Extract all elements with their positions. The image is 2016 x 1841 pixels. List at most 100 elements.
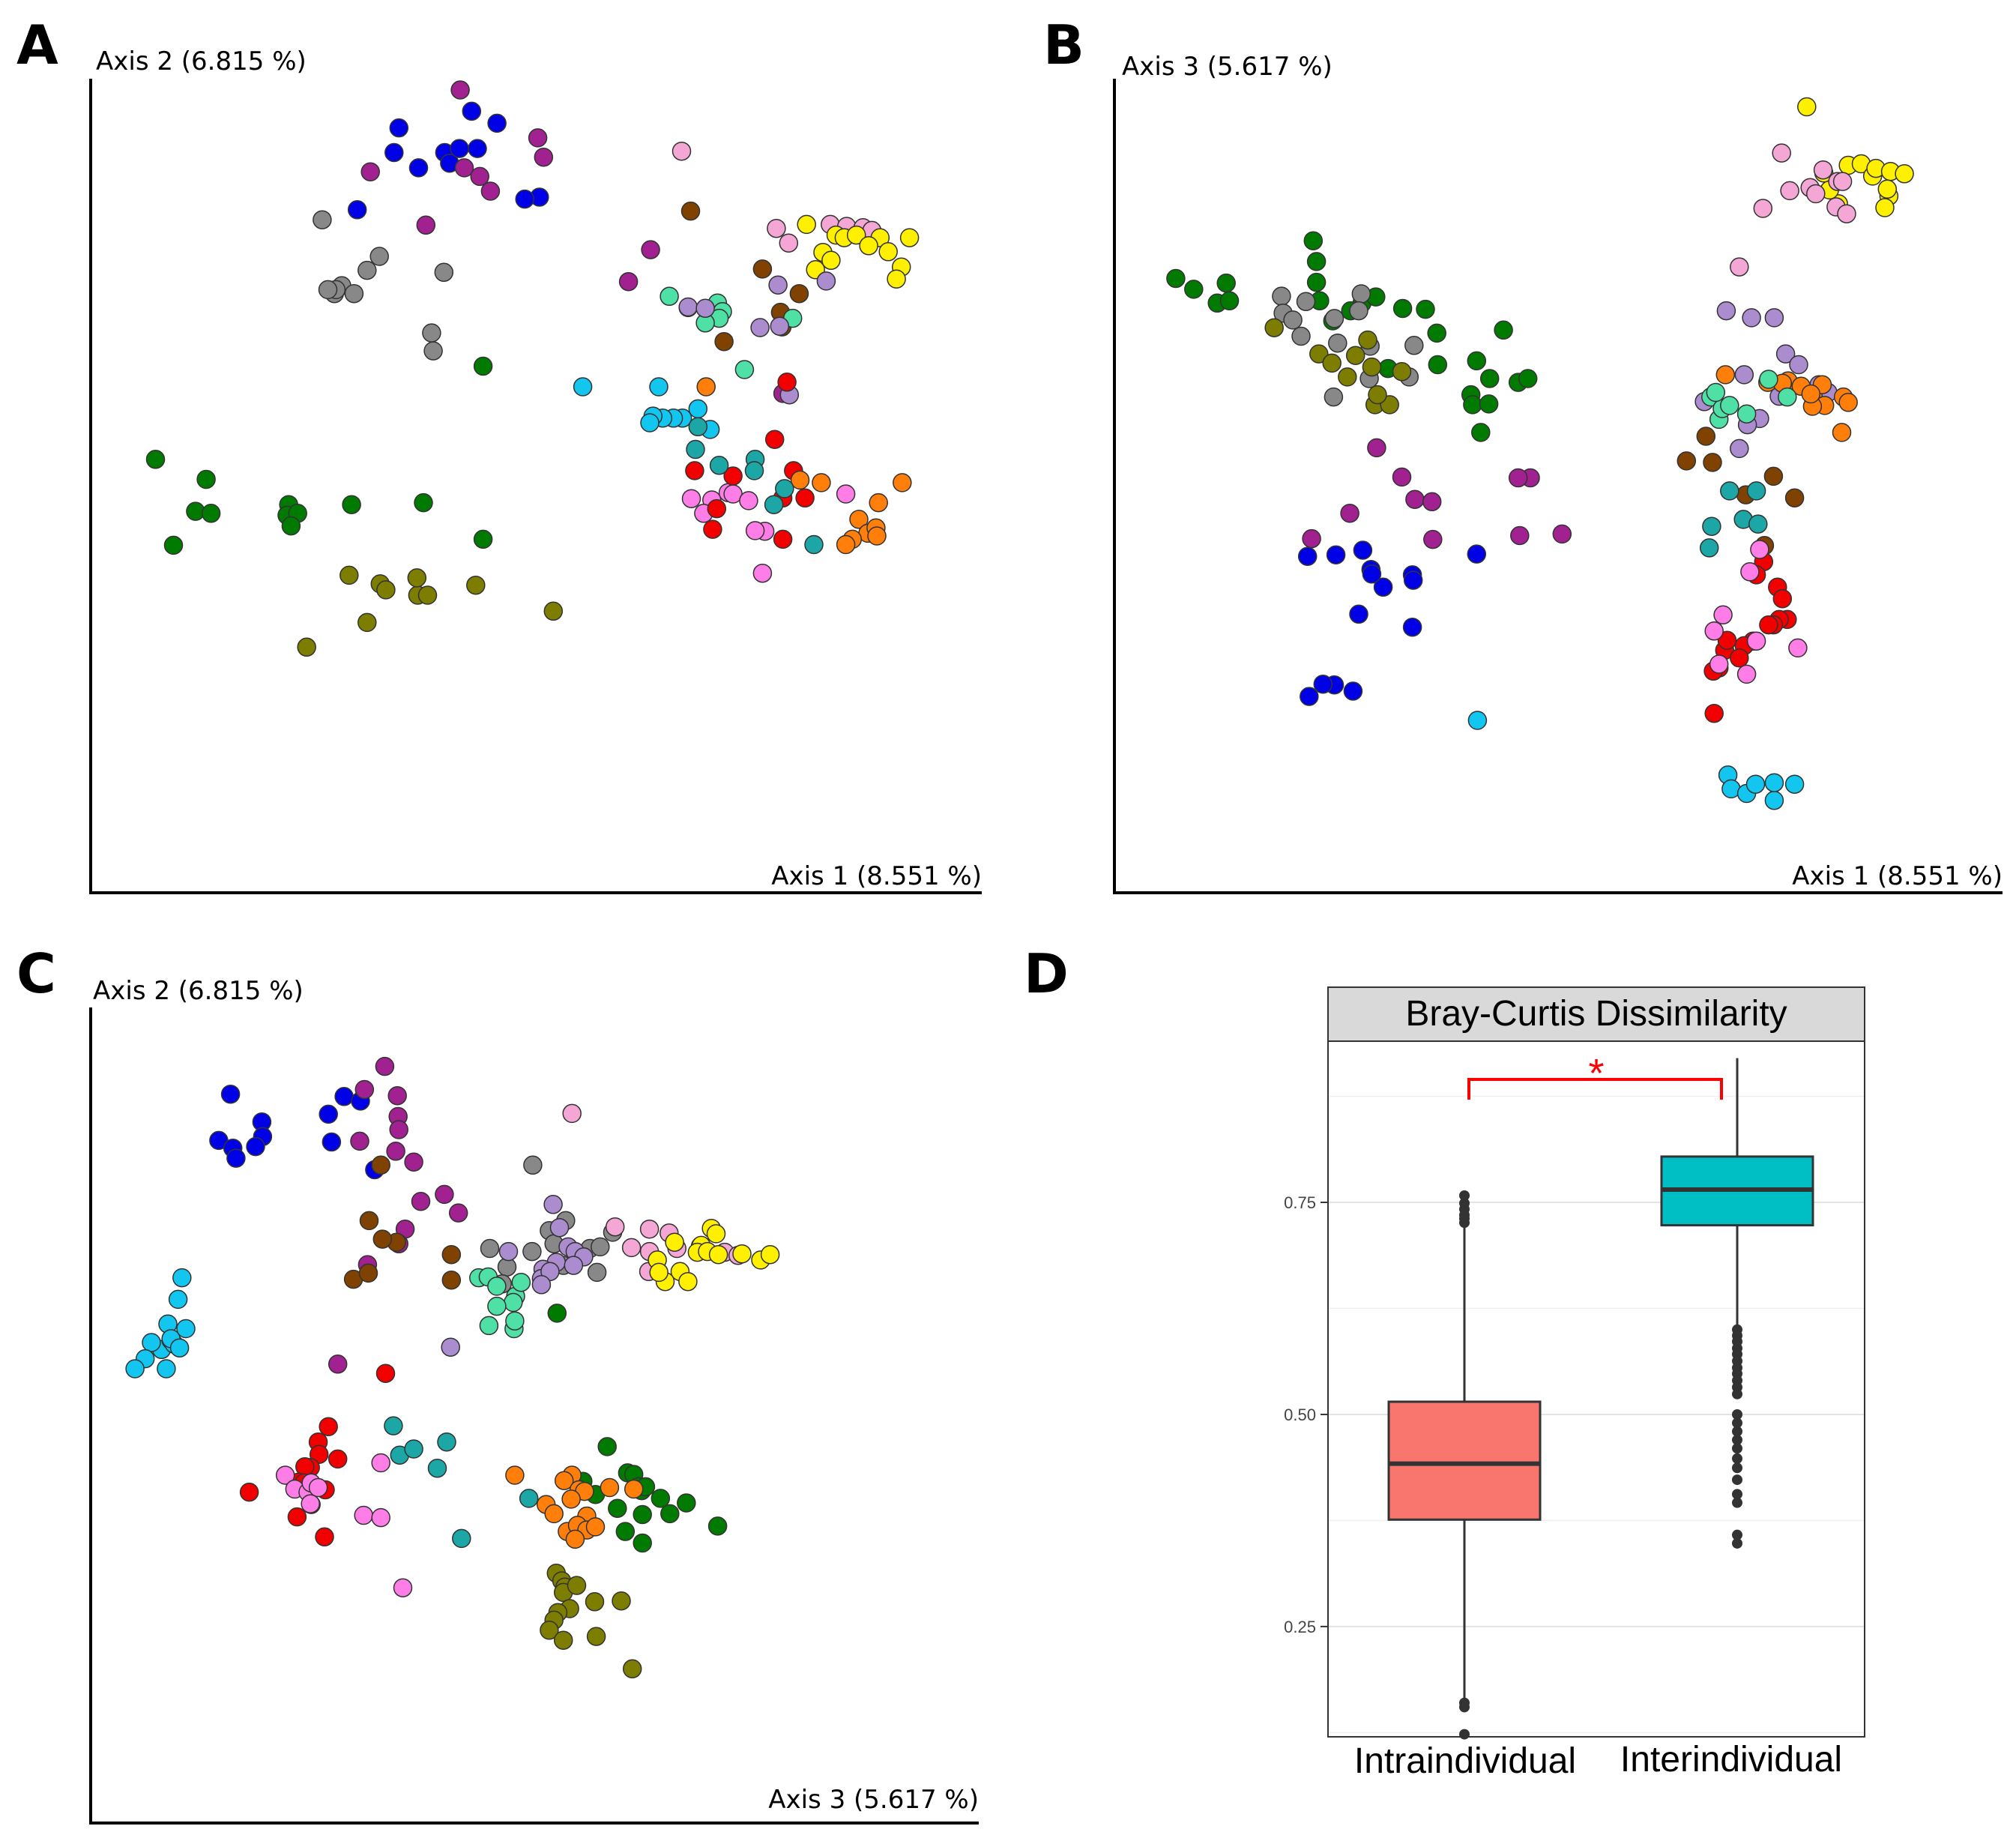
point-blue: [408, 158, 429, 178]
point-yellow: [878, 242, 898, 262]
point-pink: [836, 484, 856, 504]
panel-d-plot-area: [1327, 1040, 1865, 1738]
point-blue: [334, 1087, 354, 1106]
point-lightpink: [1806, 184, 1826, 204]
panel-b-points: [1166, 97, 1914, 810]
point-red: [685, 461, 704, 480]
panel-letter-b: B: [1043, 13, 1084, 76]
point-blue: [389, 118, 409, 138]
interindividual-outlier: [1732, 1453, 1742, 1464]
point-purple: [354, 1079, 375, 1100]
point-lavender: [768, 275, 788, 295]
point-teal: [804, 534, 824, 555]
panel-c-points: [125, 1056, 780, 1679]
point-yellow: [732, 1244, 752, 1264]
point-teal: [1699, 538, 1719, 558]
point-purple: [360, 162, 380, 181]
point-red: [764, 430, 785, 449]
point-purple: [1302, 528, 1321, 549]
point-lightpink: [767, 218, 786, 238]
point-olive: [1345, 346, 1365, 365]
point-purple: [387, 1085, 407, 1106]
point-orange: [624, 1479, 644, 1499]
point-green: [1184, 280, 1204, 299]
point-olive: [1362, 357, 1382, 377]
point-orange: [812, 473, 831, 492]
point-green: [1471, 423, 1491, 442]
point-aqua: [1720, 396, 1739, 415]
point-blue: [1343, 681, 1363, 701]
point-olive: [1338, 367, 1357, 387]
point-brown: [1703, 453, 1722, 472]
point-cyan: [169, 1338, 190, 1358]
panel-d-boxes: [1387, 1058, 1814, 1740]
point-pink: [1736, 664, 1757, 684]
point-green: [1219, 291, 1240, 311]
point-green: [1463, 395, 1482, 415]
point-gray: [1404, 336, 1424, 355]
point-green: [1479, 369, 1500, 388]
point-lightpink: [1753, 199, 1773, 218]
point-orange: [696, 377, 716, 397]
point-blue: [384, 142, 404, 163]
point-orange: [600, 1477, 620, 1498]
point-green: [1428, 355, 1448, 375]
point-purple: [470, 166, 489, 187]
point-purple: [1392, 467, 1412, 487]
point-purple: [1405, 489, 1425, 509]
point-yellow: [649, 1262, 669, 1283]
panel-d-title-strip: [1327, 986, 1865, 1042]
point-yellow: [678, 1271, 698, 1292]
point-orange: [849, 510, 869, 529]
category-label-interindividual: Interindividual: [1620, 1740, 1842, 1780]
point-purple: [1422, 492, 1442, 512]
point-olive: [612, 1591, 631, 1611]
point-blue: [468, 139, 487, 158]
point-blue: [1300, 687, 1319, 706]
point-purple: [1423, 529, 1443, 549]
point-purple: [1340, 503, 1359, 523]
point-orange: [565, 1529, 585, 1549]
point-blue: [319, 1104, 338, 1124]
point-gray: [1351, 284, 1371, 304]
point-green: [1303, 231, 1324, 250]
point-aqua: [734, 360, 755, 379]
point-pink: [752, 563, 773, 583]
category-label-intraindividual: Intraindividual: [1354, 1741, 1576, 1781]
point-lightpink: [562, 1103, 582, 1124]
point-gray: [523, 1155, 543, 1175]
point-aqua: [479, 1316, 499, 1336]
point-green: [615, 1522, 636, 1541]
point-orange: [554, 1471, 574, 1490]
point-green: [651, 1489, 671, 1508]
point-green: [633, 1533, 652, 1553]
point-lavender: [1734, 365, 1754, 385]
panel-d-y-ticks: 0.25 0.50 0.75: [1284, 1193, 1328, 1636]
point-gray: [480, 1238, 500, 1259]
point-cyan: [168, 1289, 188, 1310]
point-purple: [435, 1184, 454, 1205]
point-teal: [1702, 516, 1721, 536]
point-red: [723, 466, 743, 486]
point-cyan: [1745, 774, 1766, 794]
panel-letter-c: C: [16, 942, 56, 1005]
intraindividual-outlier: [1459, 1702, 1470, 1713]
point-red: [1717, 630, 1737, 650]
point-green: [414, 492, 433, 513]
point-teal: [427, 1458, 447, 1478]
point-orange: [836, 534, 856, 555]
point-cyan: [172, 1268, 192, 1288]
point-purple: [534, 147, 554, 167]
point-purple: [528, 128, 548, 148]
point-green: [660, 1504, 680, 1524]
point-olive: [357, 612, 377, 633]
point-gray: [423, 341, 443, 361]
point-red: [287, 1507, 307, 1527]
point-yellow: [706, 1224, 726, 1244]
point-gray: [522, 1241, 542, 1262]
point-blue: [487, 113, 507, 133]
intraindividual-outlier: [1459, 1198, 1470, 1209]
intraindividual-outlier: [1459, 1190, 1470, 1201]
point-teal: [764, 495, 784, 514]
interindividual-outlier: [1732, 1489, 1742, 1500]
